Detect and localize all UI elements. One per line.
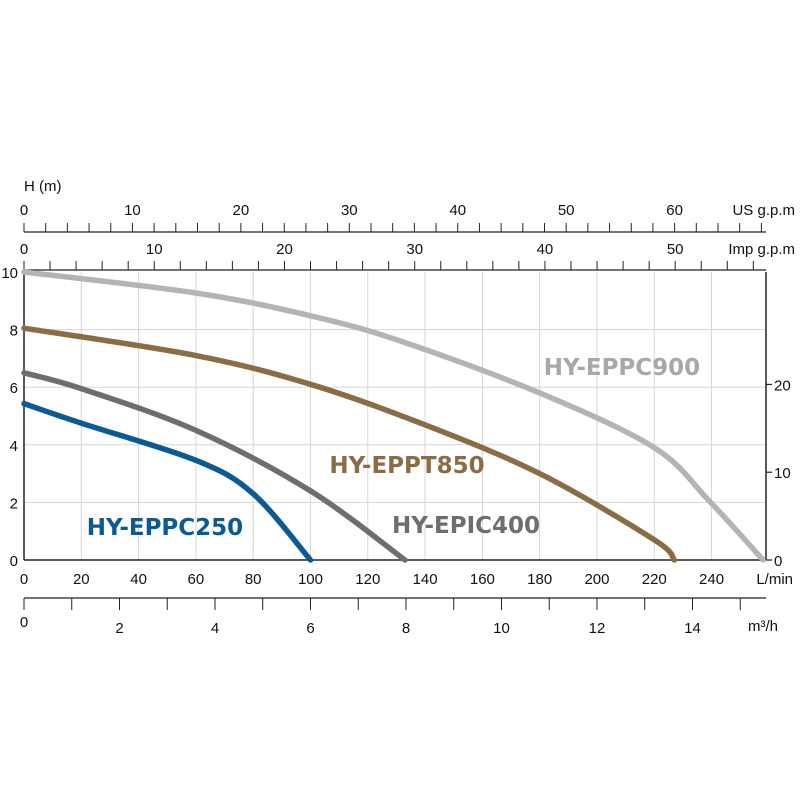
x-axis-title: L/min [756,571,793,588]
series-label: HY-EPPT850 [329,453,484,479]
secondary-tick-label: 60 [666,202,683,219]
secondary-axis-unit: US g.p.m [732,202,795,219]
secondary-tick-label: 4 [211,620,219,637]
x-tick-label: 40 [130,571,147,588]
right-tick-label: 0 [774,553,782,570]
right-tick-label: 10 [774,465,791,482]
series-label: HY-EPPC900 [544,355,700,381]
secondary-tick-label: 10 [146,241,163,258]
series-label: HY-EPPC250 [87,515,243,541]
secondary-tick-label: 12 [589,620,606,637]
y-tick-label: 6 [10,380,18,397]
x-tick-label: 240 [699,571,724,588]
x-tick-label: 20 [73,571,90,588]
y-tick-label: 4 [10,438,18,455]
secondary-tick-label: 0 [20,614,28,631]
y-tick-label: 10 [1,265,18,282]
secondary-tick-label: 0 [20,202,28,219]
y-tick-label: 8 [10,323,18,340]
secondary-axis-unit: m³/h [748,618,778,635]
secondary-tick-label: 50 [558,202,575,219]
secondary-tick-label: 14 [684,620,701,637]
secondary-tick-label: 10 [493,620,510,637]
secondary-tick-label: 20 [276,241,293,258]
curve-hy-eppc900 [21,269,766,563]
x-tick-label: 180 [527,571,552,588]
right-tick-label: 20 [774,377,791,394]
secondary-tick-label: 20 [233,202,250,219]
secondary-tick-label: 2 [115,620,123,637]
secondary-tick-label: 10 [124,202,141,219]
curve-hy-epic400 [21,370,408,563]
y-tick-label: 2 [10,495,18,512]
x-tick-label: 160 [470,571,495,588]
x-tick-label: 140 [413,571,438,588]
x-tick-label: 80 [245,571,262,588]
curve-hy-eppt850 [21,325,678,563]
y-tick-label: 0 [10,553,18,570]
secondary-tick-label: 50 [667,241,684,258]
x-tick-label: 100 [298,571,323,588]
x-tick-label: 200 [584,571,609,588]
secondary-axis-unit: Imp g.p.m [728,241,795,258]
x-tick-label: 120 [355,571,380,588]
x-tick-label: 60 [188,571,205,588]
curve-hy-eppc250 [21,400,314,563]
x-tick-label: 220 [642,571,667,588]
x-tick-label: 0 [20,571,28,588]
secondary-tick-label: 30 [406,241,423,258]
secondary-tick-label: 0 [20,241,28,258]
y-axis-title: H (m) [24,178,62,195]
secondary-tick-label: 6 [306,620,314,637]
secondary-tick-label: 8 [402,620,410,637]
secondary-tick-label: 30 [341,202,358,219]
series-label: HY-EPIC400 [392,513,540,539]
secondary-tick-label: 40 [449,202,466,219]
secondary-tick-label: 40 [537,241,554,258]
